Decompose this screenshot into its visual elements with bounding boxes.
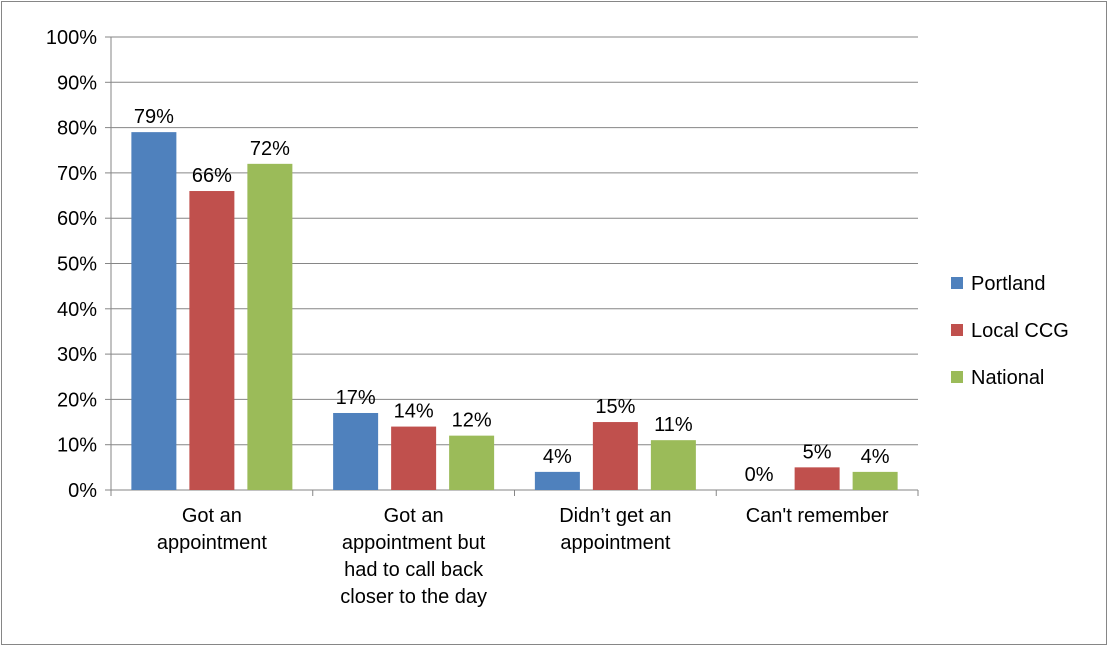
bar-national (650, 440, 696, 490)
y-tick-label: 0% (68, 480, 97, 502)
data-label: 15% (595, 396, 635, 418)
y-tick-label: 20% (57, 389, 97, 411)
y-tick-label: 10% (57, 435, 97, 457)
y-tick-label: 40% (57, 299, 97, 321)
data-label: 12% (452, 410, 492, 432)
bar-local-ccg (794, 467, 840, 490)
bars (131, 132, 898, 490)
y-tick-label: 30% (57, 344, 97, 366)
category-label: Didn’t get an appointment (559, 505, 671, 554)
bar-local-ccg (592, 422, 638, 490)
legend-label: National (971, 367, 1044, 389)
data-label: 72% (250, 138, 290, 160)
bar-national (449, 435, 495, 490)
data-labels: 79% 66% 72% 17% 14% 12% 4% 15% 11% 0% 5% 4% (134, 106, 890, 486)
y-tick-label: 90% (57, 72, 97, 94)
legend-label: Portland (971, 273, 1046, 295)
category-label: Got an appointment but had to call back clo… (340, 505, 487, 608)
y-tick-label: 100% (46, 27, 97, 49)
y-tick-label: 70% (57, 163, 97, 185)
bar-local-ccg (189, 191, 235, 490)
gridlines (111, 36, 918, 446)
legend-swatch (951, 371, 963, 383)
data-label: 11% (654, 414, 693, 436)
y-tick-label: 60% (57, 208, 97, 230)
data-label: 4% (861, 446, 890, 468)
data-label: 66% (192, 165, 232, 187)
data-label: 0% (745, 464, 774, 486)
legend-swatch (951, 324, 963, 336)
y-tick-label: 50% (57, 254, 97, 276)
data-label: 4% (543, 446, 572, 468)
legend-label: Local CCG (971, 320, 1069, 342)
bar-national (852, 471, 898, 490)
category-label: Got an appointment (157, 505, 268, 554)
data-label: 17% (336, 387, 376, 409)
bar-portland (131, 132, 177, 490)
data-label: 14% (394, 401, 434, 423)
bar-portland (534, 471, 580, 490)
bar-local-ccg (391, 426, 437, 490)
data-label: 79% (134, 106, 174, 128)
y-tick-label: 80% (57, 118, 97, 140)
data-label: 5% (803, 441, 832, 463)
axes: 0% 10% 20% 30% 40% 50% 60% 70% 80% 90% 100% Got an a… (46, 27, 919, 608)
legend: Portland Local CCG National (951, 273, 1069, 389)
category-label: Can't remember (746, 505, 889, 527)
legend-swatch (951, 277, 963, 289)
bar-portland (333, 412, 379, 490)
bar-national (247, 163, 293, 490)
